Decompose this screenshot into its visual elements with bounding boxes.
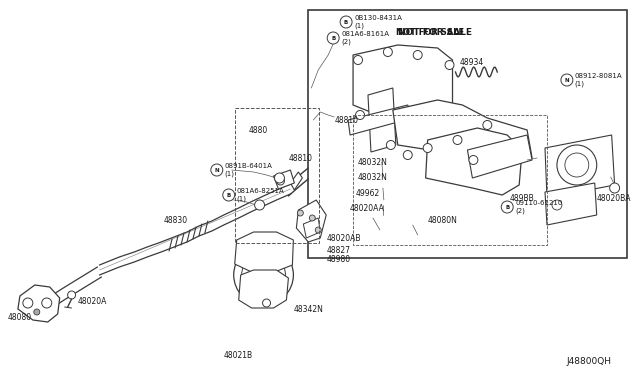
- Text: B: B: [344, 19, 348, 25]
- Text: 08912-8081A
(1): 08912-8081A (1): [575, 73, 623, 87]
- Text: 48080: 48080: [8, 314, 32, 323]
- Polygon shape: [239, 270, 289, 308]
- Circle shape: [483, 121, 492, 129]
- Text: 48020A: 48020A: [77, 298, 107, 307]
- Text: NOT FOR SALE: NOT FOR SALE: [396, 28, 464, 36]
- Text: 48827: 48827: [326, 246, 350, 254]
- Bar: [235, 108, 319, 243]
- Text: 48810: 48810: [289, 154, 312, 163]
- Polygon shape: [353, 45, 452, 138]
- Circle shape: [501, 201, 513, 213]
- Text: J48800QH: J48800QH: [567, 357, 612, 366]
- Bar: [353, 115, 547, 245]
- Text: 48342N: 48342N: [293, 305, 323, 314]
- Polygon shape: [545, 135, 614, 198]
- Text: 48032N: 48032N: [358, 173, 388, 182]
- Circle shape: [298, 210, 303, 216]
- Text: N: N: [214, 167, 219, 173]
- Text: NOT FOR SALE: NOT FOR SALE: [398, 28, 472, 36]
- Circle shape: [552, 200, 562, 210]
- Polygon shape: [296, 200, 326, 242]
- Circle shape: [252, 263, 275, 287]
- Text: 48080N: 48080N: [428, 215, 458, 224]
- Polygon shape: [393, 100, 532, 168]
- Circle shape: [262, 299, 271, 307]
- Circle shape: [275, 173, 284, 183]
- Circle shape: [423, 144, 432, 153]
- Text: 0891B-6401A
(1): 0891B-6401A (1): [225, 163, 273, 177]
- Text: N: N: [564, 77, 569, 83]
- Circle shape: [234, 245, 293, 305]
- Circle shape: [42, 298, 52, 308]
- Text: 48020AA: 48020AA: [350, 203, 385, 212]
- Bar: [308, 10, 627, 258]
- Text: B: B: [227, 192, 231, 198]
- Text: 48830: 48830: [164, 215, 188, 224]
- Polygon shape: [545, 183, 596, 225]
- Polygon shape: [348, 105, 413, 135]
- Text: 081A6-8251A
(1): 081A6-8251A (1): [237, 188, 284, 202]
- Polygon shape: [235, 232, 293, 272]
- Polygon shape: [273, 170, 294, 189]
- Text: 49962: 49962: [356, 189, 380, 198]
- Circle shape: [353, 55, 362, 64]
- Text: 48032N: 48032N: [358, 157, 388, 167]
- Text: 48934: 48934: [460, 58, 484, 67]
- Circle shape: [34, 309, 40, 315]
- Text: 48980: 48980: [326, 256, 350, 264]
- Text: 0B130-8431A
(1): 0B130-8431A (1): [354, 15, 402, 29]
- Text: B: B: [331, 35, 335, 41]
- Circle shape: [223, 189, 235, 201]
- Circle shape: [445, 61, 454, 70]
- Text: B: B: [505, 205, 509, 209]
- Circle shape: [413, 51, 422, 60]
- Circle shape: [469, 155, 478, 164]
- Circle shape: [211, 164, 223, 176]
- Polygon shape: [18, 285, 60, 322]
- Circle shape: [383, 48, 392, 57]
- Text: 489BB: 489BB: [509, 193, 534, 202]
- Circle shape: [356, 110, 365, 119]
- Circle shape: [327, 32, 339, 44]
- Circle shape: [340, 16, 352, 28]
- Circle shape: [610, 183, 620, 193]
- Circle shape: [565, 153, 589, 177]
- Text: 48021B: 48021B: [224, 350, 253, 359]
- Circle shape: [68, 291, 76, 299]
- Circle shape: [242, 253, 285, 297]
- Circle shape: [557, 145, 596, 185]
- Text: 4880: 4880: [248, 125, 268, 135]
- Text: 48810: 48810: [334, 115, 358, 125]
- Polygon shape: [426, 128, 522, 195]
- Polygon shape: [303, 218, 320, 238]
- Polygon shape: [291, 172, 302, 190]
- Circle shape: [309, 215, 316, 221]
- Circle shape: [403, 151, 412, 160]
- Circle shape: [255, 200, 264, 210]
- Polygon shape: [368, 88, 396, 152]
- Text: 48020BA: 48020BA: [596, 193, 631, 202]
- Circle shape: [453, 135, 462, 144]
- Text: 09110-61210
(2): 09110-61210 (2): [515, 200, 563, 214]
- Circle shape: [387, 141, 396, 150]
- Text: 081A6-8161A
(2): 081A6-8161A (2): [341, 31, 389, 45]
- Circle shape: [316, 227, 321, 233]
- Circle shape: [561, 74, 573, 86]
- Polygon shape: [467, 135, 532, 178]
- Text: 48020AB: 48020AB: [326, 234, 361, 243]
- Circle shape: [23, 298, 33, 308]
- Circle shape: [276, 177, 284, 185]
